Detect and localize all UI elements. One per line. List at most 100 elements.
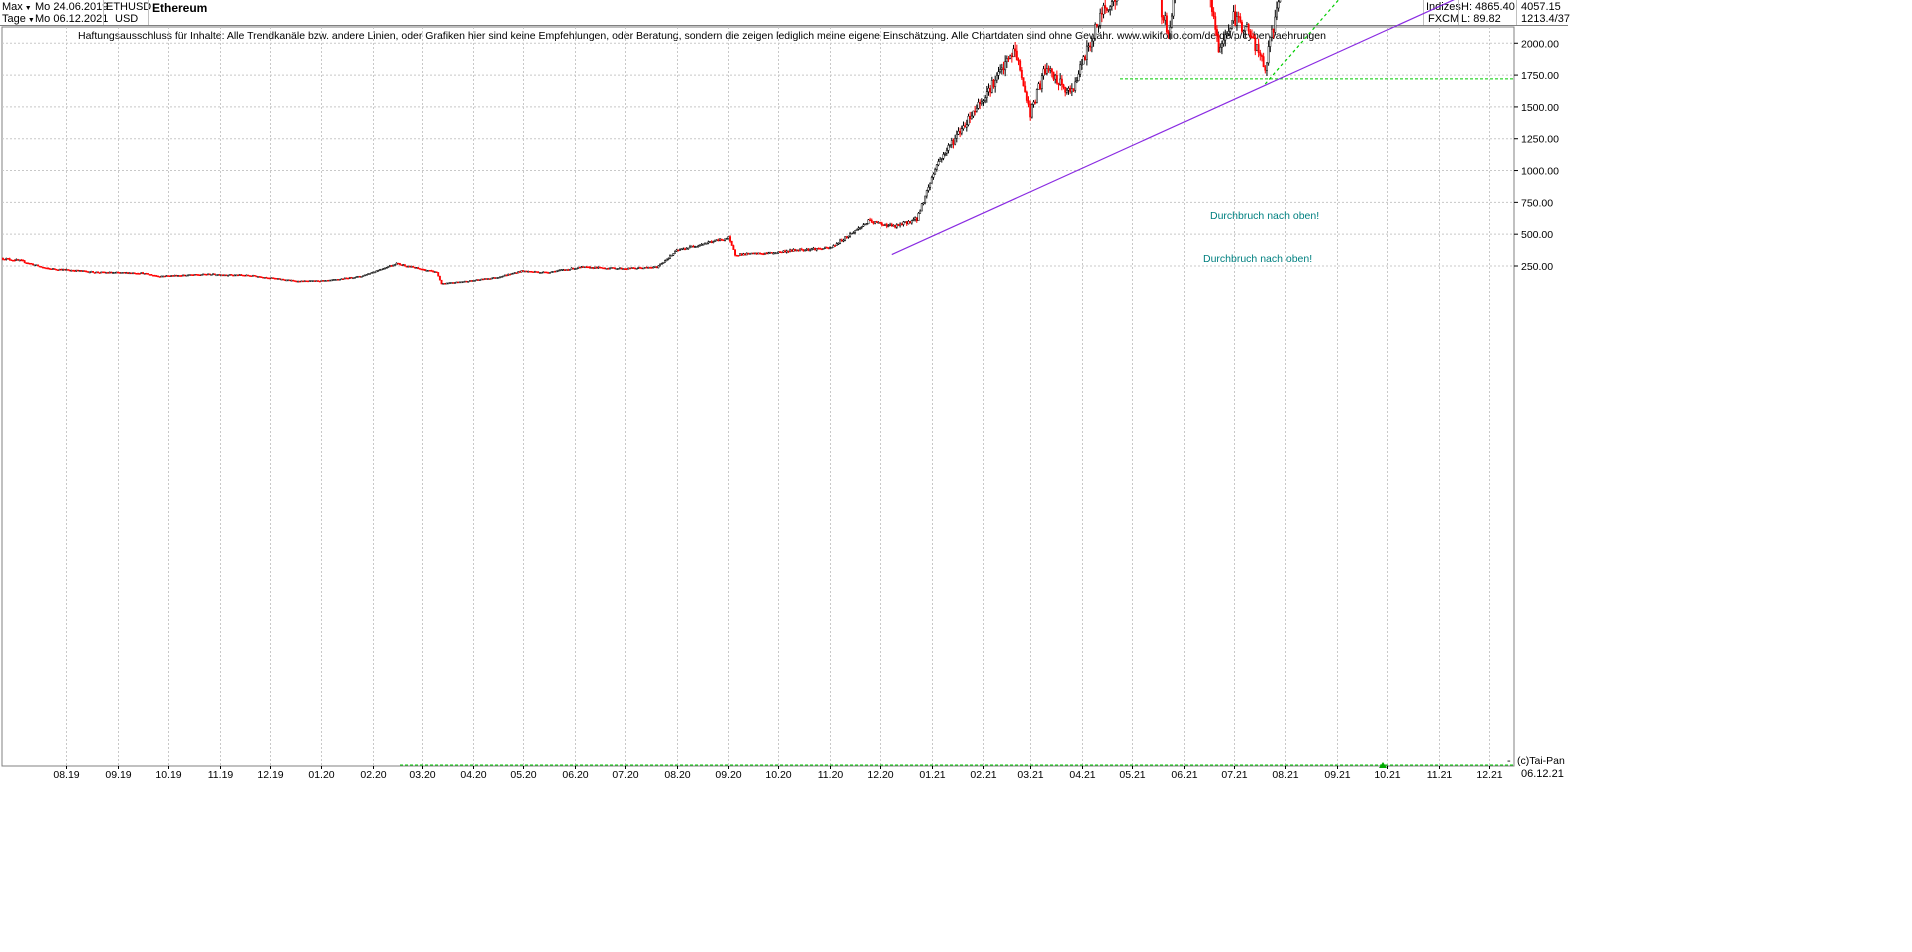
- x-tick-label: 09.20: [715, 769, 741, 781]
- candle-body: [812, 247, 815, 250]
- candle-body: [664, 260, 666, 263]
- candle-body: [897, 224, 900, 227]
- candle-body: [215, 274, 218, 277]
- copyright-label: (c)Tai-Pan: [1517, 755, 1565, 767]
- candle-body: [602, 267, 605, 270]
- x-tick-label: 12.19: [257, 769, 283, 781]
- candle-body: [527, 271, 530, 273]
- candle-body: [840, 239, 843, 242]
- y-tick-label: 750.00: [1521, 197, 1553, 209]
- candle-body: [575, 268, 578, 270]
- candle-body: [505, 274, 508, 277]
- candle-body: [247, 274, 250, 277]
- candle-body: [1072, 88, 1075, 91]
- candle-body: [862, 224, 865, 227]
- candle-body: [478, 279, 481, 281]
- candle-body: [143, 273, 146, 275]
- candle-body: [667, 258, 670, 260]
- candle-body: [1272, 28, 1275, 33]
- candle-body: [962, 125, 965, 130]
- candle-body: [327, 280, 330, 282]
- candle-body: [675, 249, 678, 252]
- candle-body: [610, 267, 613, 269]
- candle-body: [1239, 16, 1242, 23]
- candle-body: [260, 276, 263, 278]
- candle-body: [655, 266, 658, 269]
- start-date: Mo 24.06.2019: [35, 1, 109, 13]
- candle-body: [665, 258, 668, 261]
- candle-body: [387, 266, 390, 268]
- candle-body: [1230, 20, 1233, 29]
- candle-body: [102, 271, 104, 274]
- candle-body: [722, 239, 725, 242]
- candle-body: [612, 267, 615, 269]
- candle-body: [909, 221, 912, 224]
- candle-body: [729, 236, 731, 242]
- candle-body: [228, 274, 231, 276]
- x-tick-label: 01.20: [308, 769, 334, 781]
- channel-lower-trendline: [891, 0, 1455, 256]
- candle-body: [392, 264, 395, 267]
- candle-body: [63, 268, 66, 271]
- candle-body: [1024, 85, 1027, 93]
- candle-body: [707, 241, 710, 244]
- candle-body: [463, 280, 466, 283]
- candle-body: [704, 242, 706, 245]
- candle-body: [467, 281, 470, 283]
- candle-body: [760, 253, 763, 255]
- candle-body: [1099, 12, 1102, 26]
- candle-body: [954, 138, 957, 145]
- candle-body: [650, 267, 653, 269]
- candle-body: [208, 273, 211, 276]
- candle-body: [117, 271, 120, 274]
- candle-body: [528, 271, 531, 273]
- candle-body: [163, 275, 166, 278]
- candle-body: [438, 275, 441, 281]
- candle-body: [157, 275, 160, 278]
- dropdown-arrow-icon[interactable]: ▼: [24, 5, 32, 12]
- candle-body: [105, 272, 108, 274]
- candle-body: [710, 241, 713, 243]
- candle-body: [245, 274, 248, 277]
- candle-body: [58, 268, 61, 271]
- candle-body: [258, 276, 261, 278]
- candle-body: [533, 271, 536, 273]
- candle-body: [912, 219, 915, 221]
- candle-body: [639, 267, 641, 269]
- candle-body: [979, 102, 982, 104]
- candle-body: [642, 267, 645, 270]
- candle-body: [1092, 38, 1095, 42]
- candle-body: [905, 221, 908, 225]
- candle-body: [517, 271, 520, 274]
- candle-body: [1279, 0, 1282, 3]
- candle-body: [85, 270, 88, 273]
- candle-body: [295, 280, 298, 283]
- candle-body: [884, 224, 887, 226]
- candle-body: [652, 266, 655, 269]
- candle-body: [620, 267, 623, 270]
- candle-body: [790, 249, 793, 252]
- candle-body: [829, 247, 832, 249]
- price-chart[interactable]: 4057.15 Durchbruch nach oben! Durchbruch …: [0, 0, 1568, 781]
- candle-body: [964, 125, 967, 128]
- candle-body: [525, 270, 528, 273]
- candle-body: [33, 264, 36, 267]
- candle-body: [367, 273, 370, 275]
- candle-body: [95, 271, 98, 274]
- candle-body: [769, 252, 771, 254]
- range-select[interactable]: Max ▼: [2, 1, 32, 13]
- current-date-marker-icon: [1379, 762, 1387, 768]
- x-tick-label: 12.21: [1476, 769, 1502, 781]
- candle-body: [307, 280, 310, 283]
- candle-body: [1034, 101, 1037, 104]
- candle-body: [752, 252, 755, 255]
- dropdown-arrow-icon[interactable]: ▼: [27, 17, 35, 24]
- candle-body: [52, 268, 54, 270]
- candle-body: [1075, 80, 1078, 83]
- candle-body: [945, 150, 948, 154]
- candle-body: [132, 272, 135, 275]
- interval-select[interactable]: Tage ▼: [2, 13, 35, 25]
- candle-body: [765, 252, 768, 255]
- candle-body: [460, 281, 463, 284]
- candle-body: [682, 248, 685, 251]
